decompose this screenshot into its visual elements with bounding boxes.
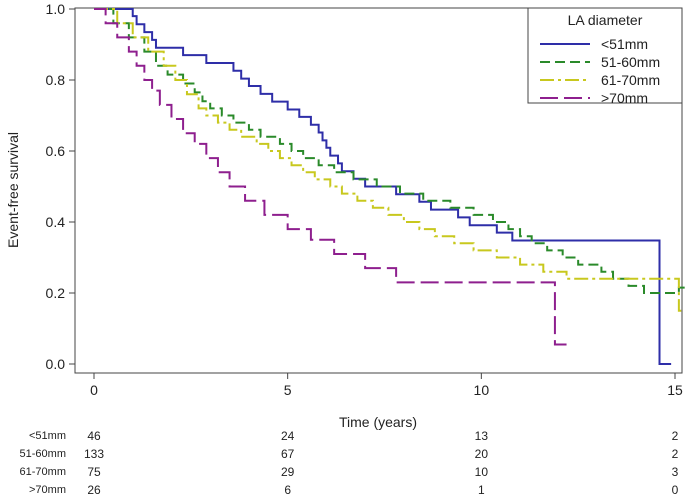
y-tick-label: 0.6 xyxy=(46,143,66,159)
risk-value: 0 xyxy=(671,483,679,497)
axes: 0 5 10 15 0.0 0.2 0.4 0.6 0.8 1.0 xyxy=(46,1,683,398)
series-line-1 xyxy=(94,8,685,294)
risk-value: 13 xyxy=(474,429,489,443)
risk-value: 6 xyxy=(284,483,291,497)
y-tick-label: 0.4 xyxy=(46,214,66,230)
y-tick-label: 0.8 xyxy=(46,72,66,88)
x-tick-label: 0 xyxy=(90,382,98,398)
series-line-3 xyxy=(94,8,567,346)
legend-label: 61-70mm xyxy=(601,72,660,88)
risk-row-label: >70mm xyxy=(29,484,66,496)
risk-value: 3 xyxy=(671,465,679,479)
series-layer xyxy=(94,8,685,365)
x-tick-label: 10 xyxy=(474,382,490,398)
series-line-0 xyxy=(94,8,672,365)
legend-label: <51mm xyxy=(601,36,648,52)
risk-value: 67 xyxy=(280,447,295,461)
risk-row-label: <51mm xyxy=(29,430,66,442)
series-line-2 xyxy=(94,8,685,312)
risk-value: 29 xyxy=(280,465,295,479)
y-tick-label: 0.0 xyxy=(46,356,66,372)
risk-value: 2 xyxy=(671,447,679,461)
risk-value: 133 xyxy=(83,447,105,461)
legend: LA diameter <51mm 51-60mm 61-70mm >70mm xyxy=(527,7,683,106)
x-tick-label: 5 xyxy=(284,382,292,398)
legend-label: >70mm xyxy=(601,90,648,106)
risk-value: 26 xyxy=(87,483,101,497)
legend-box xyxy=(527,7,683,104)
plot-frame xyxy=(74,7,683,374)
risk-value: 24 xyxy=(280,429,295,443)
legend-title: LA diameter xyxy=(568,12,643,28)
legend-label: 51-60mm xyxy=(601,54,660,70)
y-tick-label: 1.0 xyxy=(46,1,66,17)
risk-value: 10 xyxy=(474,465,489,479)
risk-row-label: 51-60mm xyxy=(19,448,66,460)
x-axis-label: Time (years) xyxy=(339,414,417,430)
risk-value: 46 xyxy=(87,429,101,443)
y-axis-label: Event-free survival xyxy=(5,132,21,248)
risk-value: 20 xyxy=(474,447,489,461)
y-tick-label: 0.2 xyxy=(46,285,66,301)
risk-value: 2 xyxy=(671,429,679,443)
risk-value: 75 xyxy=(87,465,101,479)
x-tick-label: 15 xyxy=(667,382,683,398)
risk-row-label: 61-70mm xyxy=(19,466,66,478)
risk-value: 1 xyxy=(477,483,485,497)
